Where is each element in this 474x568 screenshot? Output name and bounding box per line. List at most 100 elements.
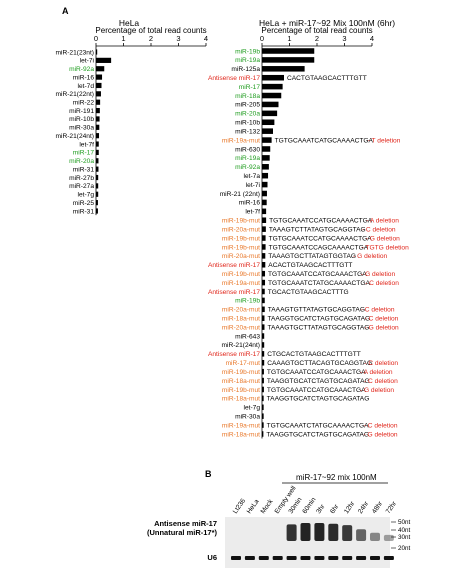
bar (262, 128, 273, 134)
u6-band (244, 556, 255, 560)
bar-sequence: TAAAGTCTTATAGTGCAGGTAG (269, 226, 366, 233)
bar (262, 253, 266, 259)
bar-deletion-note: - C deletion (364, 378, 398, 385)
bar (262, 324, 265, 330)
bar-label: miR-30a (235, 413, 260, 420)
marker-label: 50nt (398, 519, 411, 526)
bar-label: miR-92a (235, 164, 260, 171)
u6-band (286, 556, 297, 560)
chart-title: HeLa (119, 18, 140, 28)
bar-deletion-note: - A deletion (360, 369, 393, 376)
bar-label: miR-20a (69, 158, 94, 165)
u6-band (356, 556, 367, 560)
bar (262, 74, 284, 81)
bar-sequence: TAAAGTGCTTATAGTGCAGGTAG (267, 324, 369, 331)
bar-label: let-7f (245, 209, 260, 216)
bar (262, 279, 266, 286)
bar-sequence: TAAGGTGCATCTAGTGCAGATAG (267, 316, 370, 323)
bar-label: miR-20a-mut (222, 226, 260, 233)
bar-sequence: CAAAGTGCTTACAGTGCAGGTAG (267, 360, 372, 367)
bar-label: Antisense miR-17 (208, 75, 260, 82)
bar (262, 351, 265, 357)
u6-band (370, 556, 380, 560)
lane-label: 12hr (343, 500, 357, 515)
antisense-band (383, 534, 394, 541)
bar (262, 377, 264, 384)
bar-label: miR-630 (235, 146, 260, 153)
bar (262, 306, 265, 313)
bar (262, 57, 315, 63)
bar-label: miR-18a-mut (222, 316, 260, 323)
antisense-band (356, 529, 367, 541)
bar (262, 172, 269, 179)
bar (262, 431, 264, 437)
bar-sequence: TAAAGTGCTTATAGTGGTAG (268, 253, 356, 260)
bar-deletion-note: - TGTG deletion (362, 244, 409, 251)
bar (262, 288, 265, 295)
bar-label: miR-19a-mut (222, 422, 260, 429)
antisense-band (300, 523, 311, 541)
bar-sequence: TGTGCAAATCCAGCAAAACTGA (269, 244, 369, 251)
bar (96, 91, 101, 97)
bar-label: Antisense miR-17 (208, 262, 260, 269)
x-axis-label: Percentage of total read counts (95, 26, 206, 35)
bar-label: miR-16 (239, 200, 261, 207)
bar-sequence: TGTGCAAATCCATGCAAAACTGA (269, 235, 373, 242)
bar-deletion-note: - G deletion (365, 324, 399, 331)
chart-title: HeLa + miR-17~92 Mix 100nM (6hr) (259, 18, 395, 28)
chart-hela-mir17-92: HeLa + miR-17~92 Mix 100nM (6hr)Percenta… (208, 18, 409, 439)
bar (262, 217, 267, 223)
bar (262, 235, 266, 241)
treatment-label: miR-17~92 mix 100nM (296, 473, 377, 482)
bar-label: miR-19b (235, 298, 260, 305)
bar (96, 183, 99, 189)
bar (96, 99, 101, 105)
bar-deletion-note: - T deletion (368, 137, 401, 144)
bar-label: let-7i (80, 58, 95, 65)
bar (262, 359, 265, 366)
bar (262, 262, 266, 268)
bar (96, 124, 100, 130)
bar (96, 57, 112, 63)
bar-sequence: TAAAGTGTTATAGTGCAGGTAG (268, 307, 365, 314)
bar-label: miR-21(22nt) (56, 91, 94, 98)
bar (96, 200, 98, 206)
bar (262, 199, 267, 206)
antisense-band (314, 523, 325, 541)
bar-sequence: TGTGCAAATCCATGCAAAACTGA (269, 218, 373, 225)
x-tick-label: 3 (176, 34, 180, 43)
u6-band (314, 556, 325, 560)
lane-label: HeLa (246, 498, 261, 515)
x-tick-label: 3 (342, 34, 346, 43)
bar-label: miR-20a-mut (222, 307, 260, 314)
u6-band (258, 556, 269, 560)
bar (262, 92, 282, 99)
bar (262, 226, 266, 232)
lane-label: 24hr (357, 500, 371, 515)
x-tick-label: 1 (287, 34, 291, 43)
bar (96, 174, 99, 181)
marker-label: 20nt (398, 545, 411, 552)
bar-label: let-7d (78, 83, 95, 90)
bar-label: miR-19b-mut (222, 271, 260, 278)
bar (262, 110, 278, 117)
bar-sequence: TAAGGTGCATCTAGTGCAGATAG (267, 378, 370, 385)
bar (96, 208, 98, 214)
bar-label: miR-27a (69, 183, 94, 190)
bar-label: miR-18a-mut (222, 431, 260, 438)
bar-sequence: TGTGCAAATCCATGCAAACTGA (268, 271, 367, 278)
bar-label: miR-132 (235, 128, 260, 135)
bar-deletion-note: - G deletion (363, 431, 397, 438)
bar-sequence: CTGCACTGTAAGCACTTTGTT (267, 351, 361, 358)
bar-label: miR-10b (235, 120, 260, 127)
x-tick-label: 0 (94, 34, 98, 43)
bar (262, 137, 272, 143)
bar-label: miR-21(24nt) (56, 133, 94, 140)
x-tick-label: 4 (204, 34, 208, 43)
x-axis-label: Percentage of total read counts (261, 26, 372, 35)
panel-a-label: A (62, 6, 69, 16)
bar (262, 181, 268, 188)
u6-band (300, 556, 311, 560)
